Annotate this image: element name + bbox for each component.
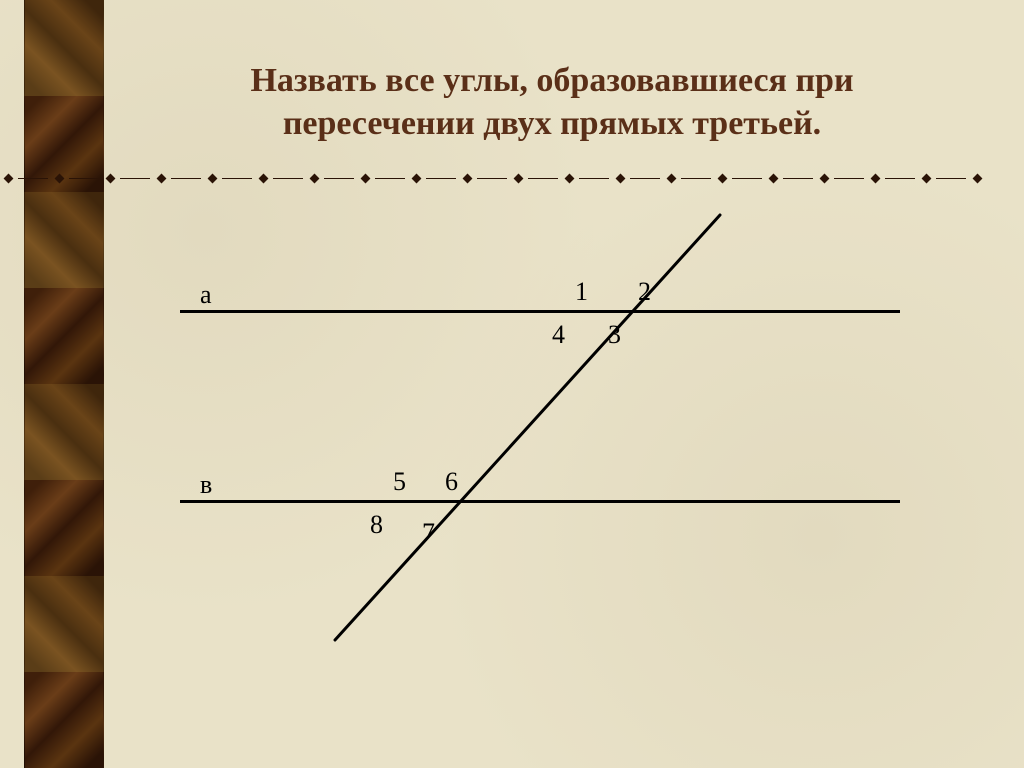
geometry-diagram: а в 1 2 3 4 5 6 7 8 (0, 0, 1024, 768)
line-label-a: а (200, 280, 212, 310)
angle-label-2: 2 (638, 277, 651, 307)
angle-label-6: 6 (445, 467, 458, 497)
angle-label-4: 4 (552, 320, 565, 350)
line-transversal (0, 0, 1024, 768)
angle-label-7: 7 (422, 518, 435, 548)
angle-label-8: 8 (370, 510, 383, 540)
angle-label-5: 5 (393, 467, 406, 497)
angle-label-1: 1 (575, 277, 588, 307)
angle-label-3: 3 (608, 320, 621, 350)
slide: Назвать все углы, образовавшиеся при пер… (0, 0, 1024, 768)
line-label-b: в (200, 470, 212, 500)
